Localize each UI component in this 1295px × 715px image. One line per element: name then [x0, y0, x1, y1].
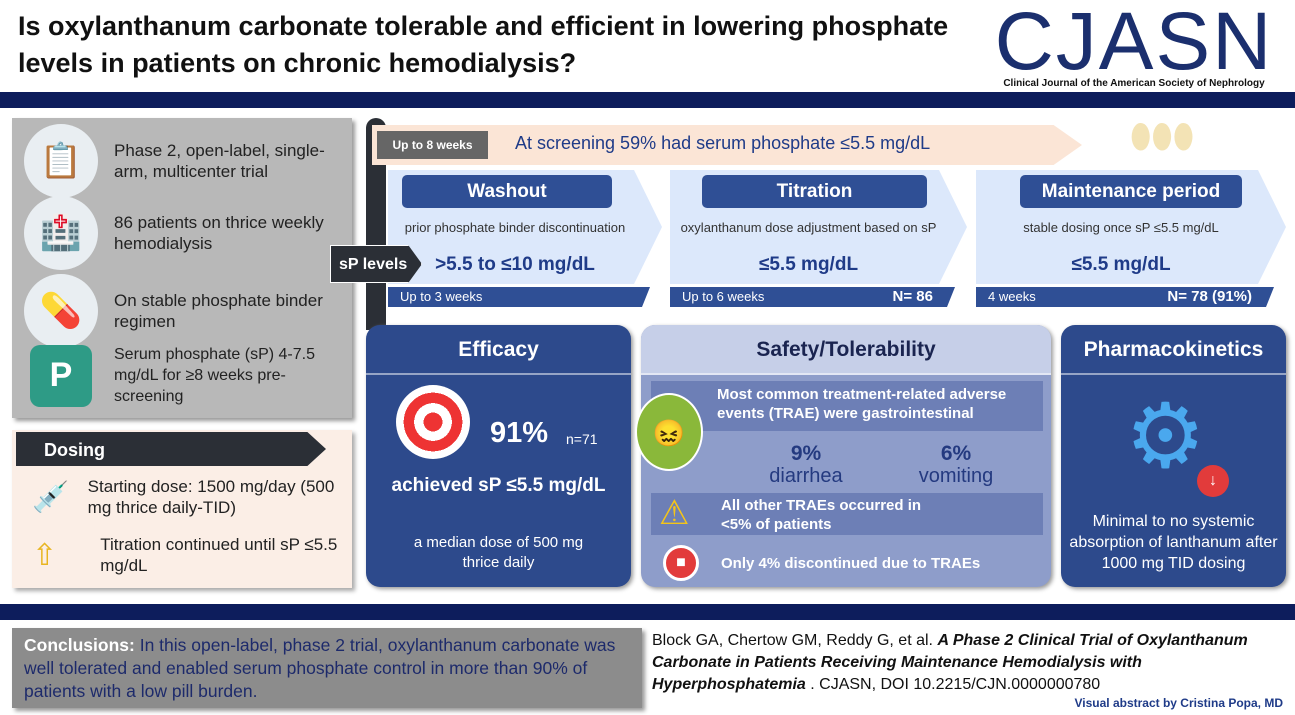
study-design-panel: 📋 Phase 2, open-label, single-arm, multic…: [12, 118, 352, 418]
duration-text: Up to 6 weeks: [682, 289, 765, 304]
efficacy-card: Efficacy 91% n=71 achieved sP ≤5.5 mg/dL…: [366, 325, 631, 587]
dosing-title: Dosing: [16, 432, 326, 466]
clipboard-pill-icon: 📋: [24, 124, 98, 198]
dropper-pill-icon: 💉: [32, 480, 70, 514]
nauseous-face-icon: 😖: [635, 393, 703, 471]
efficacy-result: achieved sP ≤5.5 mg/dL: [391, 475, 606, 496]
pharmacokinetics-card: Pharmacokinetics ⚙ ↓ Minimal to no syste…: [1061, 325, 1286, 587]
target-icon: [396, 385, 470, 459]
phase-title: Maintenance period: [1020, 175, 1242, 208]
study-item-text: 86 patients on thrice weekly hemodialysi…: [114, 213, 324, 253]
study-item: 📋 Phase 2, open-label, single-arm, multic…: [12, 124, 352, 198]
phase-duration: Up to 6 weeks N= 86: [670, 287, 955, 307]
duration-text: 4 weeks: [988, 289, 1036, 304]
stat-vomiting: 6% vomiting: [918, 442, 994, 488]
phase-duration: Up to 3 weeks: [388, 287, 650, 307]
phase-n: N= 86: [892, 288, 933, 305]
tablets-icon: ⬮⬮⬮: [1130, 118, 1195, 156]
phase-titration: Titration oxylanthanum dose adjustment b…: [670, 170, 967, 310]
efficacy-percent: 91%: [490, 417, 549, 449]
dialysis-machine-icon: 🏥: [24, 196, 98, 270]
phase-title: Washout: [402, 175, 612, 208]
citation-authors: Block GA, Chertow GM, Reddy G, et al.: [652, 632, 938, 649]
duration-text: Up to 3 weeks: [400, 289, 483, 304]
warning-icon: ⚠: [659, 494, 690, 532]
phosphorus-element-icon: P: [30, 344, 92, 407]
dosing-item-text: Titration continued until sP ≤5.5 mg/dL: [100, 535, 338, 575]
pk-title: Pharmacokinetics: [1061, 325, 1286, 375]
phase-sp: >5.5 to ≤10 mg/dL: [435, 254, 595, 275]
bottom-divider: [0, 604, 1295, 620]
sp-levels-label: sP levels: [330, 245, 422, 283]
up-arrow-icon: ⇧: [32, 538, 58, 572]
phase-n: N= 78 (91%): [1167, 288, 1252, 305]
citation-title: A Phase 2 Clinical Trial of Oxylanthanum…: [652, 632, 1248, 693]
screening-text: At screening 59% had serum phosphate ≤5.…: [515, 133, 931, 153]
dosing-panel: Dosing 💉 Starting dose: 1500 mg/day (500 …: [12, 430, 352, 588]
dosing-item: 💉 Starting dose: 1500 mg/day (500 mg thri…: [32, 476, 352, 518]
cjasn-logo: CJASN Clinical Journal of the American S…: [975, 0, 1293, 90]
credit: Visual abstract by Cristina Popa, MD: [1074, 696, 1283, 710]
study-item-text: Serum phosphate (sP) 4-7.5 mg/dL for ≥8 …: [114, 346, 315, 405]
safety-discontinued: Only 4% discontinued due to TRAEs: [721, 555, 981, 572]
phase-sp: ≤5.5 mg/dL: [1071, 254, 1171, 275]
phase-sp: ≤5.5 mg/dL: [758, 254, 859, 275]
top-divider: [0, 92, 1295, 108]
stop-icon: ■: [663, 545, 699, 581]
citation-doi: . CJASN, DOI 10.2215/CJN.0000000780: [805, 676, 1101, 693]
phase-title: Titration: [702, 175, 927, 208]
phase-washout: Washout prior phosphate binder discontin…: [388, 170, 662, 310]
study-item-text: Phase 2, open-label, single-arm, multice…: [114, 141, 325, 181]
phase-desc: stable dosing once sP ≤5.5 mg/dL: [1023, 220, 1219, 235]
safety-card: Safety/Tolerability Most common treatmen…: [635, 325, 1051, 587]
efficacy-title: Efficacy: [366, 325, 631, 375]
phase-duration: 4 weeks N= 78 (91%): [976, 287, 1274, 307]
efficacy-n: n=71: [566, 431, 598, 447]
pill-bottle-icon: 💊: [24, 274, 98, 348]
phase-maintenance: Maintenance period stable dosing once sP…: [976, 170, 1286, 310]
study-item: P Serum phosphate (sP) 4-7.5 mg/dL for ≥8…: [12, 344, 352, 407]
safety-other: All other TRAEs occurred in <5% of patie…: [651, 493, 1043, 535]
citation: Block GA, Chertow GM, Reddy G, et al. A …: [652, 630, 1292, 696]
phase-desc: prior phosphate binder discontinuation: [404, 220, 626, 235]
dosing-item: ⇧ Titration continued until sP ≤5.5 mg/dL: [32, 534, 352, 576]
conclusions-label: Conclusions:: [24, 635, 135, 655]
logo-text: CJASN: [994, 0, 1274, 87]
safety-title: Safety/Tolerability: [641, 325, 1051, 375]
study-item: 🏥 86 patients on thrice weekly hemodialys…: [12, 196, 352, 270]
safety-common: Most common treatment-related adverse ev…: [651, 381, 1043, 431]
pk-text: Minimal to no systemic absorption of lan…: [1069, 513, 1278, 572]
dosing-item-text: Starting dose: 1500 mg/day (500 mg thric…: [87, 477, 335, 517]
study-item: 💊 On stable phosphate binder regimen: [12, 274, 352, 348]
logo-subtitle: Clinical Journal of the American Society…: [1003, 78, 1265, 89]
screening-arrow: [372, 125, 1082, 165]
conclusions-box: Conclusions: In this open-label, phase 2…: [12, 628, 642, 708]
page-title: Is oxylanthanum carbonate tolerable and …: [18, 11, 949, 78]
screening-duration: Up to 8 weeks: [377, 131, 488, 159]
efficacy-note: a median dose of 500 mg thrice daily: [413, 534, 584, 571]
study-item-text: On stable phosphate binder regimen: [114, 291, 323, 331]
down-arrow-icon: ↓: [1197, 465, 1229, 497]
conclusions-text: In this open-label, phase 2 trial, oxyla…: [24, 635, 616, 701]
stat-diarrhea: 9% diarrhea: [769, 442, 843, 488]
gear-pill-icon: ⚙: [1125, 387, 1206, 487]
phase-desc: oxylanthanum dose adjustment based on sP: [680, 220, 937, 235]
